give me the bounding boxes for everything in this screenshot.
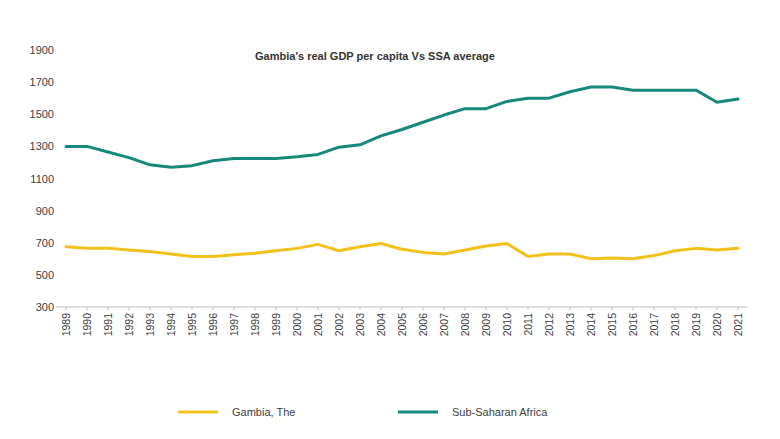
x-tick-label: 1992 [123, 313, 135, 337]
y-tick-label: 1700 [30, 76, 54, 88]
y-tick-label: 300 [36, 301, 54, 313]
x-tick [318, 307, 319, 310]
y-tick-label: 1900 [30, 44, 54, 56]
x-tick-label: 2009 [480, 313, 492, 337]
x-tick-label: 1999 [270, 313, 282, 337]
y-tick-label: 1300 [30, 140, 54, 152]
x-tick-label: 2019 [690, 313, 702, 337]
x-tick [675, 307, 676, 310]
plot-area [66, 87, 738, 259]
x-tick [381, 307, 382, 310]
x-tick-label: 2000 [291, 313, 303, 337]
x-tick [66, 307, 67, 310]
x-tick [276, 307, 277, 310]
x-tick [717, 307, 718, 310]
x-tick-label: 1996 [207, 313, 219, 337]
x-tick [528, 307, 529, 310]
y-tick-label: 1100 [30, 173, 54, 185]
x-tick-label: 2013 [564, 313, 576, 337]
x-tick-label: 2011 [522, 313, 534, 336]
x-tick [297, 307, 298, 310]
x-tick [192, 307, 193, 310]
x-tick-label: 1994 [165, 313, 177, 337]
x-tick [360, 307, 361, 310]
x-tick-label: 2008 [459, 313, 471, 337]
y-tick [56, 274, 58, 275]
x-tick-label: 2021 [732, 313, 744, 337]
x-tick [234, 307, 235, 310]
x-tick [549, 307, 550, 310]
y-tick [56, 50, 58, 51]
x-tick [654, 307, 655, 310]
x-tick-label: 2020 [711, 313, 723, 337]
y-tick-label: 500 [36, 269, 54, 281]
y-tick [56, 242, 58, 243]
y-tick-label: 1500 [30, 108, 54, 120]
y-tick [56, 178, 58, 179]
x-tick-label: 2016 [627, 313, 639, 337]
x-tick-label: 2006 [417, 313, 429, 337]
y-tick [56, 210, 58, 211]
x-tick-label: 2018 [669, 313, 681, 337]
x-tick-label: 2010 [501, 313, 513, 337]
x-tick-label: 1997 [228, 313, 240, 337]
x-tick [87, 307, 88, 310]
x-tick [255, 307, 256, 310]
y-axis: 300 500 700 900 1100 1300 1500 1700 1900 [30, 44, 58, 313]
x-tick [171, 307, 172, 310]
x-tick-label: 2017 [648, 313, 660, 337]
y-tick-label: 700 [36, 237, 54, 249]
legend: Gambia, The Sub-Saharan Africa [178, 406, 548, 418]
x-tick [507, 307, 508, 310]
x-tick-label: 2012 [543, 313, 555, 337]
x-tick [486, 307, 487, 310]
x-tick [633, 307, 634, 310]
x-tick [444, 307, 445, 310]
x-tick-label: 2005 [396, 313, 408, 337]
y-tick [56, 114, 58, 115]
x-axis: 1989 1990 1991 1992 1993 1994 1995 1996 1997 1998… [60, 307, 744, 336]
chart: Gambia's real GDP per capita Vs SSA aver… [0, 0, 780, 439]
x-tick-label: 2002 [333, 313, 345, 337]
x-tick [612, 307, 613, 310]
x-tick-label: 1995 [186, 313, 198, 337]
legend-label: Gambia, The [232, 406, 295, 418]
x-tick [696, 307, 697, 310]
x-tick [108, 307, 109, 310]
x-tick-label: 1993 [144, 313, 156, 337]
x-tick-label: 1991 [102, 313, 114, 337]
y-tick [56, 82, 58, 83]
x-tick [402, 307, 403, 310]
y-axis-line [56, 50, 57, 307]
y-tick [56, 146, 58, 147]
x-tick-label: 2015 [606, 313, 618, 337]
x-tick-label: 2007 [438, 313, 450, 337]
title: Gambia's real GDP per capita Vs SSA aver… [255, 50, 495, 62]
legend-swatch [398, 411, 438, 414]
x-tick [423, 307, 424, 310]
x-tick-label: 1990 [81, 313, 93, 337]
x-tick-label: 2014 [585, 313, 597, 337]
x-tick [129, 307, 130, 310]
x-tick [738, 307, 739, 310]
x-tick [591, 307, 592, 310]
x-tick-label: 1998 [249, 313, 261, 337]
x-tick [150, 307, 151, 310]
legend-swatch [178, 411, 218, 414]
legend-label: Sub-Saharan Africa [452, 406, 548, 418]
series-line [66, 87, 738, 167]
x-tick-label: 2001 [312, 313, 324, 337]
x-tick [570, 307, 571, 310]
x-tick [465, 307, 466, 310]
x-tick-label: 2004 [375, 313, 387, 337]
series-line [66, 244, 738, 259]
y-tick-label: 900 [36, 205, 54, 217]
x-tick-label: 2003 [354, 313, 366, 337]
x-tick [339, 307, 340, 310]
x-tick-label: 1989 [60, 313, 72, 337]
x-tick [213, 307, 214, 310]
